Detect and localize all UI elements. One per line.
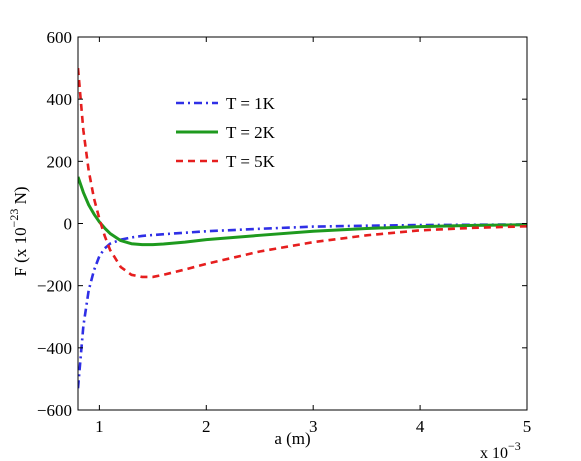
legend-label-3: T = 5K [226, 152, 276, 171]
x-tick-label: 2 [202, 417, 211, 436]
y-tick-label: −200 [37, 277, 72, 296]
y-label-exponent: −23 [7, 209, 21, 228]
series-line-2 [78, 176, 527, 247]
y-axis-label: F (x 10−23 N) [7, 186, 30, 276]
x-tick-label: 5 [523, 417, 532, 436]
x-multiplier-exponent: −3 [508, 439, 521, 453]
y-tick-label: 400 [47, 90, 73, 109]
y-tick-label: 0 [64, 215, 73, 234]
y-label-suffix: N) [11, 186, 30, 208]
y-label-prefix: F (x 10 [11, 227, 30, 276]
x-multiplier-base: x 10 [480, 445, 508, 461]
x-tick-label: 1 [95, 417, 104, 436]
series-line-1 [78, 223, 527, 389]
x-axis-multiplier: x 10−3 [480, 439, 521, 461]
legend-label-1: T = 1K [226, 94, 276, 113]
legend-label-2: T = 2K [226, 123, 276, 142]
x-tick-label: 3 [309, 417, 318, 436]
y-tick-label: 200 [47, 152, 73, 171]
series-line-3 [78, 67, 527, 279]
y-tick-label: −400 [37, 339, 72, 358]
x-axis-label: a (m) [274, 429, 310, 448]
y-tick-label: −600 [37, 401, 72, 420]
x-tick-label: 4 [416, 417, 425, 436]
y-tick-label: 600 [47, 28, 73, 47]
